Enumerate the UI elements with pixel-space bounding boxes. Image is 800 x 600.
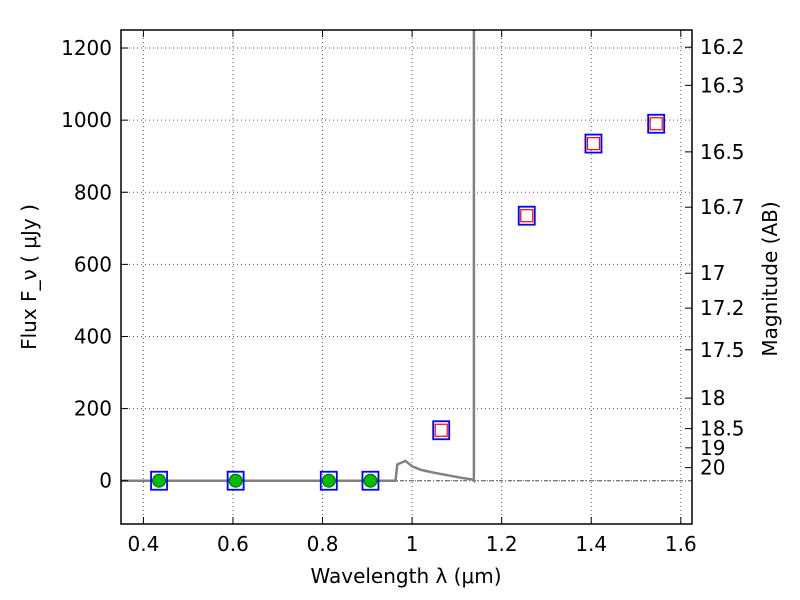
- grid-lines: [121, 30, 692, 524]
- model-flux-marker: [586, 136, 601, 151]
- observed-flux-marker: [361, 470, 380, 491]
- magnitude-tick-label: 16.2: [700, 35, 745, 59]
- upper-limit-marker: [363, 473, 378, 488]
- observed-flux-marker: [432, 420, 451, 441]
- magnitude-tick-label: 18.5: [700, 417, 745, 441]
- x-tick-label: 0.4: [127, 532, 159, 556]
- axis-ticks: [121, 30, 692, 524]
- upper-limit-marker: [321, 473, 336, 488]
- model-flux-marker: [434, 423, 448, 437]
- y2-axis-label: Magnitude (AB): [758, 201, 782, 356]
- x-tick-label: 1.4: [575, 532, 607, 556]
- y-tick-label: 0: [99, 469, 112, 493]
- observed-flux-marker: [647, 113, 666, 134]
- y-tick-label: 800: [74, 180, 112, 204]
- x-tick-label: 1: [406, 532, 419, 556]
- plot-frame: [120, 29, 693, 525]
- y-tick-label: 1200: [61, 36, 112, 60]
- magnitude-tick-label: 16.7: [700, 195, 745, 219]
- magnitude-tick-label: 17.5: [700, 338, 745, 362]
- magnitude-tick-label: 19: [700, 436, 725, 460]
- x-tick-label: 0.8: [307, 532, 339, 556]
- y-tick-label: 200: [74, 397, 112, 421]
- x-axis-label: Wavelength λ (μm): [310, 564, 501, 588]
- x-tick-label: 0.6: [217, 532, 249, 556]
- upper-limit-marker: [152, 473, 167, 488]
- observed-flux-marker: [319, 470, 338, 491]
- magnitude-tick-label: 17.2: [700, 296, 745, 320]
- observed-flux-marker: [226, 470, 245, 491]
- magnitude-tick-label: 17: [700, 261, 725, 285]
- model-flux-marker: [649, 117, 663, 131]
- magnitude-tick-label: 20: [700, 456, 725, 480]
- magnitude-tick-label: 16.5: [700, 140, 745, 164]
- tick-labels: 0.4 0.6 0.8 1 1.2 1.4 1.6 0 200 400 600 800 1000 1200…: [61, 35, 744, 556]
- magnitude-tick-label: 18: [700, 386, 725, 410]
- model-spectrum-line: [121, 30, 476, 484]
- observed-flux-marker: [517, 205, 536, 226]
- x-tick-label: 1.2: [486, 532, 518, 556]
- magnitude-tick-label: 16.3: [700, 73, 745, 97]
- y-tick-label: 400: [74, 324, 112, 348]
- y-tick-label: 600: [74, 252, 112, 276]
- model-flux-marker: [520, 209, 534, 223]
- observed-flux-marker: [150, 470, 168, 491]
- observed-flux-marker: [584, 133, 603, 154]
- x-tick-label: 1.6: [665, 532, 697, 556]
- y-axis-label: Flux F_ν ( μJy ): [17, 204, 41, 350]
- upper-limit-marker: [228, 473, 243, 488]
- y-tick-label: 1000: [61, 108, 112, 132]
- data-series: [121, 30, 666, 491]
